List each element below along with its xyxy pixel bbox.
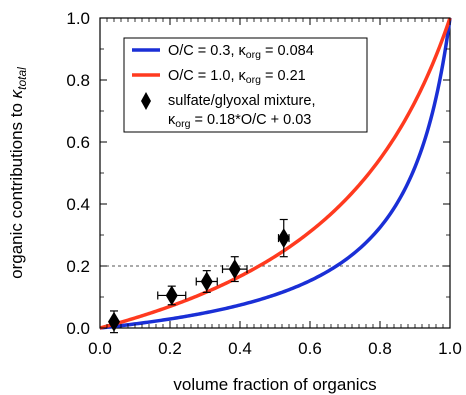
legend-box: [123, 37, 368, 133]
x-tick-label: 0.4: [228, 339, 252, 358]
y-tick-label: 0.4: [66, 195, 90, 214]
data-point-diamond: [228, 259, 241, 280]
data-point-diamond: [277, 228, 290, 249]
x-axis-label: volume fraction of organics: [173, 375, 376, 394]
y-axis-label: organic contributions to κtotal: [7, 67, 29, 279]
legend-label-mixture-line2: κorg = 0.18*O/C + 0.03: [168, 112, 311, 130]
y-tick-label: 0.6: [66, 133, 90, 152]
legend-label-oc10: O/C = 1.0, κorg = 0.21: [168, 68, 306, 86]
curve-layer: [99, 17, 452, 330]
tick-layer: 0.0 0.2 0.4 0.6 0.8 1.0 0.0 0.2 0.4 0.6 0.8 1.0: [66, 9, 461, 358]
y-tick-label: 0.0: [66, 319, 90, 338]
y-tick-label: 0.8: [66, 71, 90, 90]
x-tick-label: 1.0: [438, 339, 462, 358]
legend-swatch-mixture: [141, 92, 151, 110]
data-point-diamond: [165, 285, 178, 306]
y-tick-label: 0.2: [66, 257, 90, 276]
y-tick-label: 1.0: [66, 9, 90, 28]
x-tick-label: 0.8: [368, 339, 392, 358]
series-line-oc10: [99, 17, 452, 330]
x-tick-label: 0.0: [88, 339, 112, 358]
data-point-diamond: [200, 271, 213, 292]
x-tick-label: 0.6: [298, 339, 322, 358]
point-layer: [108, 218, 290, 334]
series-line-oc03: [99, 17, 452, 330]
legend-label-mixture-line1: sulfate/glyoxal mixture,: [168, 93, 315, 109]
legend-label-oc03: O/C = 0.3, κorg = 0.084: [168, 43, 314, 61]
data-point-diamond: [108, 311, 120, 332]
x-tick-label: 0.2: [158, 339, 182, 358]
legend: O/C = 0.3, κorg = 0.084 O/C = 1.0, κorg …: [123, 37, 368, 133]
